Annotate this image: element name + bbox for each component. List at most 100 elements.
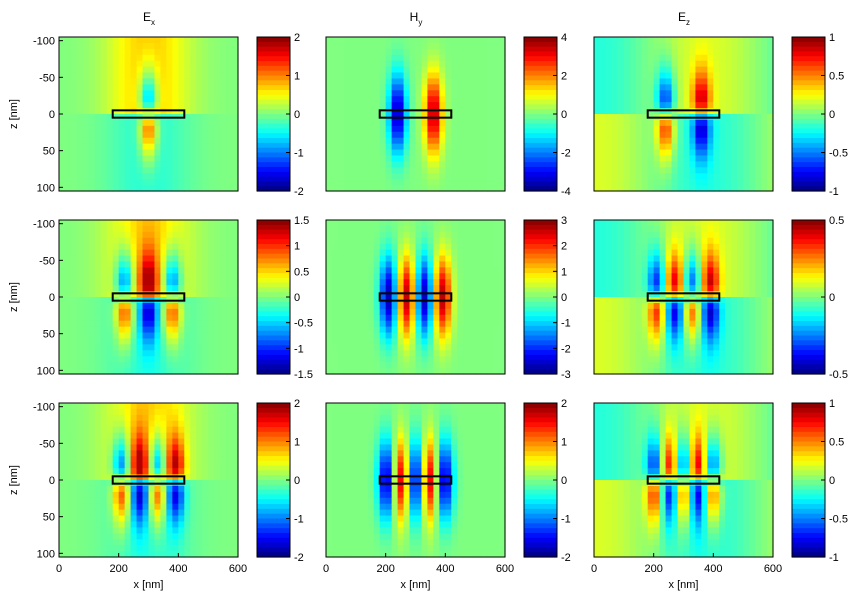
heatmap-cell xyxy=(725,119,732,127)
heatmap-cell xyxy=(635,326,643,334)
heatmap-cell xyxy=(385,308,393,316)
heatmap-cell xyxy=(220,173,227,180)
heatmap-cell xyxy=(76,179,84,186)
heatmap-cell xyxy=(355,249,363,257)
heatmap-cell xyxy=(749,173,756,180)
heatmap-cell xyxy=(118,108,126,115)
heatmap-cell xyxy=(76,78,84,85)
heatmap-cell xyxy=(94,249,102,257)
heatmap-cell xyxy=(611,302,619,310)
heatmap-cell xyxy=(605,48,613,56)
heatmap-cell xyxy=(653,143,661,151)
heatmap-cell xyxy=(707,119,714,127)
heatmap-cell xyxy=(214,185,221,192)
heatmap-cell xyxy=(677,279,685,286)
heatmap-cell xyxy=(82,243,90,251)
heatmap-cell xyxy=(427,42,434,50)
heatmap-cell xyxy=(617,368,625,375)
heatmap-cell xyxy=(611,96,619,103)
heatmap-cell xyxy=(118,48,126,56)
heatmap-cell xyxy=(403,179,411,186)
colorbar-segment xyxy=(524,104,557,110)
heatmap-cell xyxy=(130,291,138,298)
heatmap-cell xyxy=(409,108,417,115)
heatmap-cell xyxy=(361,102,369,109)
heatmap-cell xyxy=(100,90,108,97)
heatmap-cell xyxy=(421,66,429,74)
heatmap-cell xyxy=(767,261,774,268)
heatmap-cell xyxy=(445,279,452,286)
heatmap-cell xyxy=(190,66,197,74)
heatmap-cell xyxy=(337,125,345,133)
heatmap-cell xyxy=(493,314,500,322)
heatmap-cell xyxy=(397,320,405,328)
heatmap-cell xyxy=(379,149,387,157)
heatmap-cell xyxy=(88,143,96,151)
heatmap-cell xyxy=(226,338,233,345)
heatmap-cell xyxy=(713,237,720,245)
heatmap-cell xyxy=(226,308,233,316)
heatmap-cell xyxy=(611,84,619,91)
heatmap-cell xyxy=(487,314,494,322)
heatmap-cell xyxy=(605,90,613,97)
heatmap-cell xyxy=(343,54,351,62)
heatmap-cell xyxy=(725,108,732,115)
heatmap-cell xyxy=(683,261,691,268)
heatmap-cell xyxy=(142,267,150,274)
heatmap-cell xyxy=(391,356,399,363)
heatmap-cell xyxy=(671,173,679,180)
heatmap-cell xyxy=(337,131,345,139)
heatmap-cell xyxy=(106,243,114,251)
heatmap-cell xyxy=(689,243,697,251)
heatmap-cell xyxy=(337,314,345,322)
heatmap-cell xyxy=(487,308,494,316)
heatmap-cell xyxy=(719,302,726,310)
heatmap-cell xyxy=(331,243,339,251)
heatmap-cell xyxy=(647,267,655,274)
heatmap-cell xyxy=(349,285,357,292)
heatmap-cell xyxy=(337,285,345,292)
heatmap-cell xyxy=(331,137,339,145)
heatmap-cell xyxy=(481,114,488,121)
heatmap-cell xyxy=(196,102,203,109)
heatmap-cell xyxy=(367,167,375,174)
heatmap-cell xyxy=(677,66,685,74)
heatmap-cell xyxy=(427,125,434,133)
heatmap-cell xyxy=(160,143,167,151)
heatmap-cell xyxy=(665,66,673,74)
heatmap-cell xyxy=(232,297,239,304)
heatmap-cell xyxy=(373,78,381,85)
heatmap-cell xyxy=(457,267,464,274)
heatmap-cell xyxy=(202,231,209,239)
heatmap-cell xyxy=(743,332,750,340)
heatmap-cell xyxy=(112,308,120,316)
heatmap-cell xyxy=(415,332,423,340)
heatmap-cell xyxy=(172,279,179,286)
heatmap-cell xyxy=(689,96,697,103)
heatmap-cell xyxy=(761,42,768,50)
heatmap-cell xyxy=(719,320,726,328)
heatmap-cell xyxy=(160,149,167,157)
heatmap-cell xyxy=(695,320,702,328)
heatmap-cell xyxy=(214,84,221,91)
heatmap-cell xyxy=(749,114,756,121)
heatmap-cell xyxy=(124,314,132,322)
heatmap-cell xyxy=(487,279,494,286)
heatmap-cell xyxy=(202,291,209,298)
heatmap-cell xyxy=(767,267,774,274)
colorbar-segment xyxy=(792,282,825,288)
heatmap-cell xyxy=(379,344,387,351)
heatmap-cell xyxy=(481,273,488,280)
heatmap-cell xyxy=(737,137,744,145)
heatmap-cell xyxy=(118,37,126,44)
heatmap-cell xyxy=(88,131,96,139)
heatmap-cell xyxy=(172,368,179,375)
heatmap-cell xyxy=(94,84,102,91)
heatmap-cell xyxy=(166,332,173,340)
heatmap-cell xyxy=(124,119,132,127)
heatmap-cell xyxy=(749,131,756,139)
heatmap-cell xyxy=(100,108,108,115)
heatmap-cell xyxy=(647,332,655,340)
heatmap-cell xyxy=(88,137,96,145)
heatmap-cell xyxy=(599,54,607,62)
